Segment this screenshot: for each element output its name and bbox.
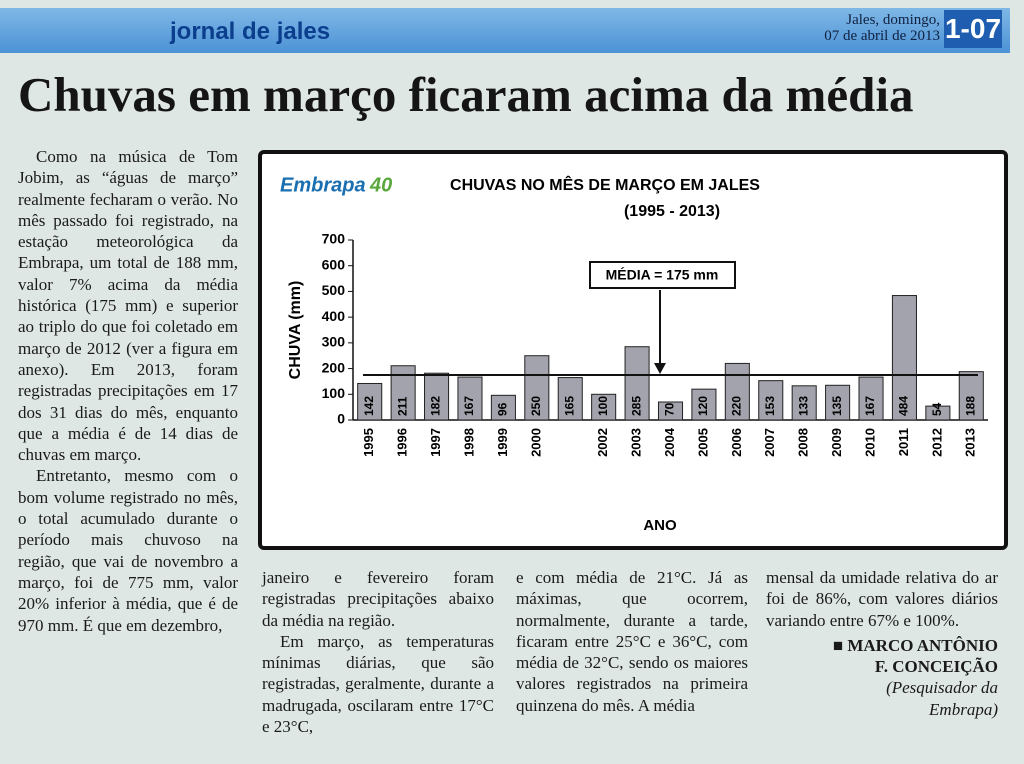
x-tick-label: 2000 [528, 428, 543, 457]
value-label: 285 [629, 396, 643, 416]
column: Como na música de Tom Jobim, as “águas d… [18, 146, 238, 636]
bar [591, 393, 617, 421]
y-tick-label: 200 [322, 359, 346, 375]
bar [490, 394, 516, 421]
bar [791, 385, 817, 421]
x-tick-label: 2010 [862, 428, 877, 457]
bar [891, 295, 917, 421]
x-axis-label: ANO [643, 517, 677, 534]
y-tick-label: 400 [322, 308, 346, 324]
value-label: 133 [796, 396, 810, 416]
value-label: 153 [763, 396, 777, 416]
bar [958, 371, 984, 421]
page-number: 1-07 [944, 10, 1002, 48]
value-label: 54 [930, 402, 944, 416]
y-axis-label: CHUVA (mm) [287, 281, 304, 380]
y-tick-label: 500 [322, 282, 346, 298]
value-label: 188 [963, 396, 977, 416]
arrow-head [654, 363, 666, 374]
x-tick-label: 1998 [461, 428, 476, 457]
paragraph: Como na música de Tom Jobim, as “águas d… [18, 147, 238, 465]
column: janeiro e fevereiro foram registradas pr… [262, 567, 494, 737]
bar [724, 362, 750, 421]
x-tick-label: 1995 [361, 428, 376, 457]
paragraph: e com média de 21°C. Já as máximas, que … [516, 568, 748, 715]
value-label: 70 [663, 402, 677, 416]
logo: Embrapa [280, 174, 366, 196]
bar [524, 355, 550, 421]
date: Jales, domingo, 07 de abril de 2013 [790, 12, 940, 44]
paragraph: Em março, as temperaturas mínimas diária… [262, 631, 494, 737]
author-name: F. CONCEIÇÃO [874, 657, 998, 677]
column: mensal da umidade relativa do ar foi de … [766, 567, 998, 720]
x-tick-label: 2008 [796, 428, 811, 457]
byline: ■ MARCO ANTÔNIO F. CONCEIÇÃO [766, 635, 998, 678]
author: ■ MARCO ANTÔNIO [832, 635, 998, 655]
date-line: Jales, domingo, [846, 12, 940, 28]
chart-subtitle: (1995 - 2013) [624, 203, 720, 220]
paragraph: mensal da umidade relativa do ar foi de … [766, 568, 998, 630]
bar [557, 377, 583, 421]
x-tick-label: 1999 [495, 428, 510, 457]
x-tick-label: 2012 [929, 428, 944, 457]
bar [758, 380, 784, 421]
author-name: MARCO ANTÔNIO [847, 635, 998, 655]
headline: Chuvas em março ficaram acima da média [18, 67, 914, 122]
date-line: 07 de abril de 2013 [824, 28, 940, 44]
bar [624, 346, 650, 421]
x-tick-label: 2006 [729, 428, 744, 457]
role: (Pesquisador da [886, 678, 998, 698]
y-tick-label: 0 [337, 411, 345, 427]
value-label: 135 [830, 396, 844, 416]
y-tick-label: 100 [322, 385, 346, 401]
x-tick-label: 2007 [762, 428, 777, 457]
bar [457, 376, 483, 421]
value-label: 167 [462, 396, 476, 416]
chart: Embrapa 40 CHUVAS NO MÊS DE MARÇO EM JAL… [258, 150, 1008, 550]
author-role: (Pesquisador da Embrapa) [766, 677, 998, 720]
value-label: 211 [395, 396, 409, 416]
value-label: 220 [730, 396, 744, 416]
x-tick-label: 2004 [662, 427, 677, 457]
bar [691, 388, 717, 421]
bar [357, 382, 383, 421]
x-tick-label: 2005 [695, 428, 710, 457]
header-bar [0, 8, 1010, 53]
x-tick-label: 2003 [629, 428, 644, 457]
y-tick-label: 600 [322, 256, 346, 272]
x-tick-label: 1996 [395, 428, 410, 457]
annotation-box [589, 261, 736, 289]
logo-badge: 40 [369, 174, 392, 196]
x-tick-label: 2013 [963, 428, 978, 457]
value-label: 165 [562, 396, 576, 416]
annotation: MÉDIA = 175 mm [606, 267, 719, 283]
y-tick-label: 300 [322, 334, 346, 350]
bar [657, 401, 684, 421]
role: Embrapa) [929, 699, 998, 719]
value-label: 484 [897, 396, 911, 416]
x-tick-label: 2011 [896, 428, 911, 456]
paragraph: janeiro e fevereiro foram registradas pr… [262, 568, 494, 630]
value-label: 182 [429, 396, 443, 416]
bar [825, 384, 851, 421]
value-label: 100 [596, 396, 610, 416]
value-label: 167 [863, 396, 877, 416]
paper-name: jornal de jales [170, 18, 331, 45]
bar [925, 405, 951, 421]
x-tick-label: 1997 [428, 428, 443, 457]
bar [424, 372, 450, 421]
x-tick-label: 2002 [595, 428, 610, 457]
value-label: 250 [529, 396, 543, 416]
value-label: 142 [362, 396, 376, 416]
paragraph: Entretanto, mesmo com o bom volume regis… [18, 466, 238, 635]
bar [858, 376, 884, 421]
value-label: 120 [696, 396, 710, 416]
chart-title: CHUVAS NO MÊS DE MARÇO EM JALES [450, 175, 760, 194]
y-tick-label: 700 [322, 231, 346, 247]
column: e com média de 21°C. Já as máximas, que … [516, 567, 748, 716]
value-label: 96 [496, 402, 510, 416]
x-tick-label: 2009 [829, 428, 844, 457]
